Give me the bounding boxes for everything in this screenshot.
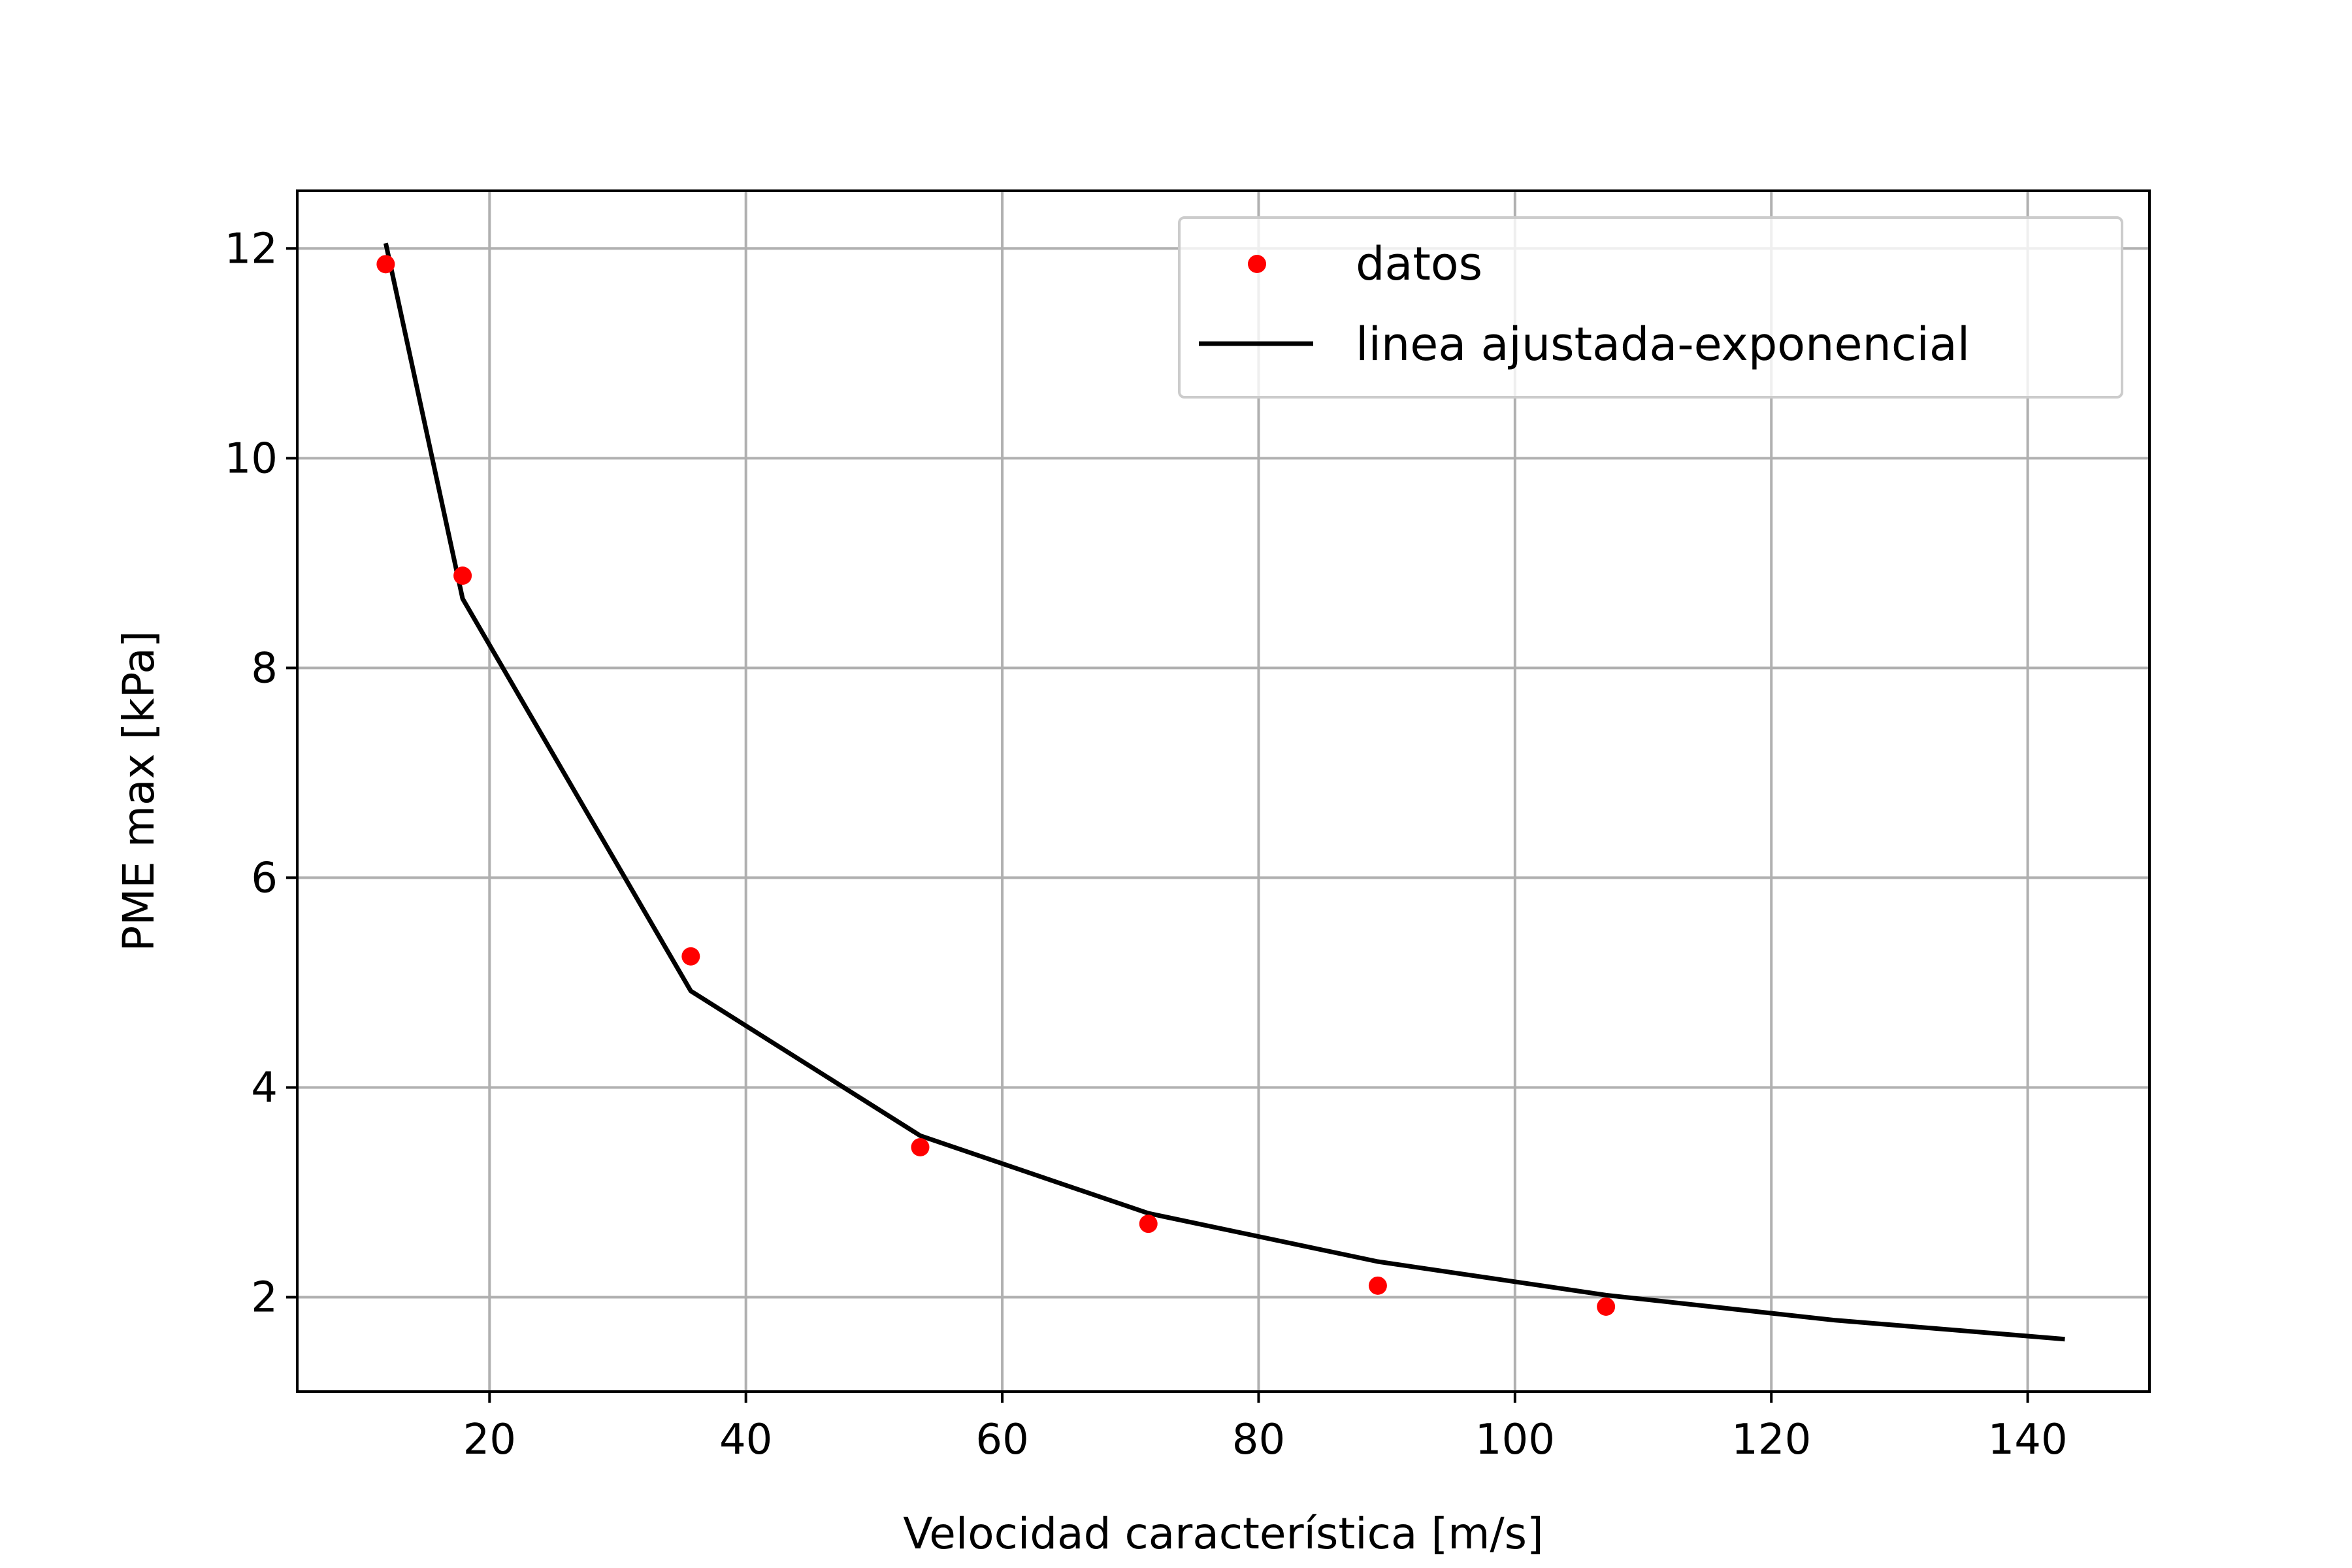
legend: datos linea ajustada-exponencial <box>1178 216 2123 399</box>
y-tick-label-6: 6 <box>251 854 278 902</box>
x-axis-ticks: 20 40 60 80 100 120 140 <box>463 1392 2068 1464</box>
x-tick-label-20: 20 <box>463 1416 516 1464</box>
y-tick-label-2: 2 <box>251 1274 278 1322</box>
legend-marker-datos <box>1248 255 1266 273</box>
x-tick-label-140: 140 <box>1988 1416 2068 1464</box>
plot-frame <box>296 189 2151 1393</box>
y-tick-label-8: 8 <box>251 644 278 693</box>
grid <box>297 191 2149 1392</box>
x-tick-label-40: 40 <box>719 1416 772 1464</box>
y-tick-label-12: 12 <box>225 225 278 273</box>
data-point <box>1368 1276 1387 1295</box>
x-tick-label-120: 120 <box>1731 1416 1811 1464</box>
series-points-group <box>376 255 1616 1316</box>
y-tick-label-4: 4 <box>251 1064 278 1112</box>
x-tick-label-60: 60 <box>975 1416 1028 1464</box>
legend-box <box>1178 216 2123 399</box>
data-point <box>681 947 700 966</box>
data-point <box>453 566 472 585</box>
data-point <box>1139 1215 1158 1233</box>
legend-label-datos: datos <box>1356 237 1482 291</box>
y-tick-label-10: 10 <box>225 434 278 483</box>
data-point <box>1597 1297 1616 1316</box>
legend-label-fit: linea ajustada-exponencial <box>1356 318 1970 371</box>
series-line-group <box>383 242 2065 1342</box>
data-point <box>911 1137 930 1156</box>
data-point <box>376 255 395 274</box>
y-axis-label: PME max [kPa] <box>114 630 164 951</box>
x-axis-label: Velocidad característica [m/s] <box>903 1509 1543 1559</box>
x-tick-label-80: 80 <box>1232 1416 1285 1464</box>
y-axis-ticks: 2 4 6 8 10 12 <box>225 225 297 1322</box>
fit-line <box>383 242 2065 1342</box>
x-tick-label-100: 100 <box>1475 1416 1555 1464</box>
